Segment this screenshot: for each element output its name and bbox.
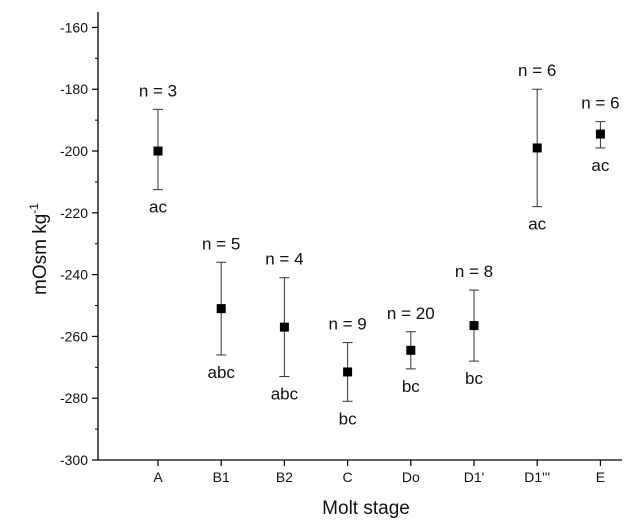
data-point-group: n = 20 bc bbox=[387, 304, 435, 396]
y-axis-title-exponent: -1 bbox=[27, 203, 41, 214]
x-tick-label: D1''' bbox=[524, 469, 550, 485]
data-point bbox=[406, 345, 416, 355]
y-axis-ticks: -300 -280 -260 -240 -220 -200 -180 -160 bbox=[60, 19, 98, 468]
sample-size-label: n = 20 bbox=[387, 304, 435, 323]
x-tick-label: A bbox=[153, 469, 163, 485]
x-tick-label: Do bbox=[402, 469, 420, 485]
data-point-group: n = 3 ac bbox=[139, 81, 177, 216]
x-axis-title: Molt stage bbox=[322, 498, 410, 519]
sample-size-label: n = 6 bbox=[518, 61, 556, 80]
y-tick-label: -240 bbox=[60, 267, 88, 283]
group-label: ac bbox=[528, 215, 546, 234]
data-point bbox=[532, 143, 542, 153]
group-label: ac bbox=[591, 156, 609, 175]
data-point-group: n = 5 abc bbox=[202, 234, 240, 382]
sample-size-label: n = 9 bbox=[328, 315, 366, 334]
data-point-group: n = 9 bc bbox=[328, 315, 366, 429]
y-tick-label: -300 bbox=[60, 452, 88, 468]
x-tick-label: E bbox=[596, 469, 605, 485]
y-axis-title-base: mOsm kg bbox=[30, 214, 51, 295]
y-axis-title: mOsm kg-1 bbox=[27, 203, 51, 295]
sample-size-label: n = 3 bbox=[139, 81, 177, 100]
group-label: abc bbox=[271, 385, 299, 404]
sample-size-label: n = 8 bbox=[455, 262, 493, 281]
y-tick-label: -280 bbox=[60, 390, 88, 406]
group-label: bc bbox=[339, 409, 357, 428]
data-point bbox=[279, 322, 289, 332]
data-point-group: n = 6 ac bbox=[518, 61, 556, 233]
data-point bbox=[216, 304, 226, 314]
data-point bbox=[343, 367, 353, 377]
x-tick-label: C bbox=[343, 469, 353, 485]
x-tick-label: D1' bbox=[464, 469, 485, 485]
sample-size-label: n = 4 bbox=[265, 250, 303, 269]
data-point bbox=[595, 129, 605, 139]
y-tick-label: -220 bbox=[60, 205, 88, 221]
sample-size-label: n = 5 bbox=[202, 234, 240, 253]
data-point bbox=[153, 146, 163, 156]
x-tick-label: B2 bbox=[276, 469, 293, 485]
data-point-group: n = 8 bc bbox=[455, 262, 493, 388]
data-point-group: n = 4 abc bbox=[265, 250, 303, 404]
data-point-group: n = 6 ac bbox=[581, 94, 619, 175]
y-tick-label: -260 bbox=[60, 328, 88, 344]
y-tick-label: -180 bbox=[60, 81, 88, 97]
group-label: bc bbox=[402, 377, 420, 396]
axes bbox=[97, 12, 622, 461]
sample-size-label: n = 6 bbox=[581, 94, 619, 113]
group-label: ac bbox=[149, 198, 167, 217]
y-tick-label: -160 bbox=[60, 19, 88, 35]
x-tick-label: B1 bbox=[213, 469, 230, 485]
y-tick-label: -200 bbox=[60, 143, 88, 159]
x-axis-ticks: A B1 B2 C Do D1' D1''' E bbox=[153, 460, 605, 485]
data-point bbox=[469, 321, 479, 331]
group-label: abc bbox=[207, 363, 235, 382]
group-label: bc bbox=[465, 369, 483, 388]
